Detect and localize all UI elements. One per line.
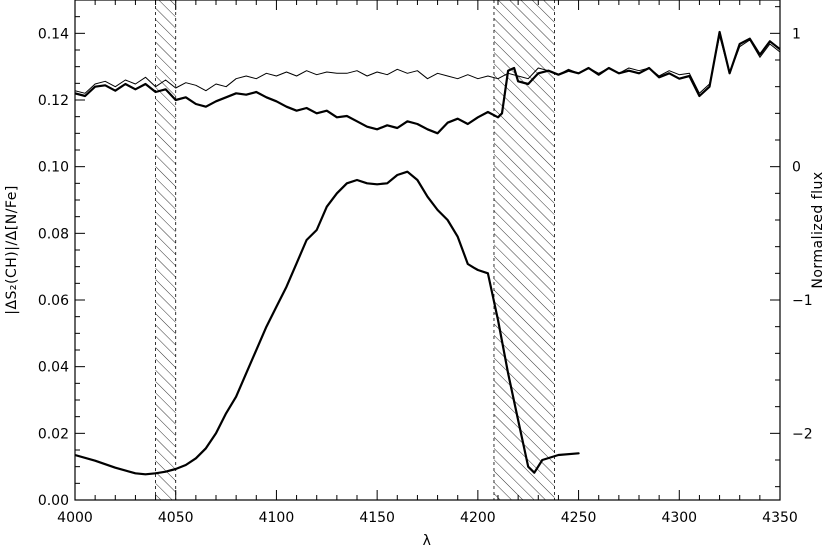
plot-frame [74,0,781,501]
y-axis-label: |ΔS₂(CH)|/Δ[N/Fe] [4,185,20,315]
y-tick-label: 0.12 [38,93,69,109]
y2-axis-label: Normalized flux [810,171,826,288]
y-tick-label: 0.06 [38,293,69,309]
x-tick-label: 4000 [57,510,93,526]
x-tick-label: 4100 [259,510,295,526]
series-group [75,30,780,476]
y2-tick-label: 1 [792,26,801,42]
series-line-3 [75,30,780,135]
ticks-group: 4000 4050 4100 4150 4200 4250 4300 4350 0.00 0.02… [38,0,813,526]
series-line-1 [75,170,580,476]
y-tick-label: 0.14 [38,26,69,42]
y-tick-label: 0.08 [38,226,69,242]
y-tick-label: 0.04 [38,360,69,376]
y-tick-label: 0.00 [38,493,69,509]
hatched-regions [155,0,555,500]
y2-tick-label: 0 [792,160,801,176]
series-line-2 [75,35,780,94]
y-tick-label: 0.02 [38,426,69,442]
y-tick-label: 0.10 [38,160,69,176]
x-axis-label: λ [423,533,432,549]
x-tick-label: 4150 [359,510,395,526]
x-tick-label: 4300 [661,510,697,526]
x-tick-label: 4050 [158,510,194,526]
hatched-region [155,0,176,500]
y2-tick-label: −2 [792,426,813,442]
x-tick-label: 4200 [460,510,496,526]
x-tick-label: 4250 [561,510,597,526]
y2-tick-label: −1 [792,293,813,309]
x-tick-label: 4350 [762,510,798,526]
hatched-region [493,0,555,500]
